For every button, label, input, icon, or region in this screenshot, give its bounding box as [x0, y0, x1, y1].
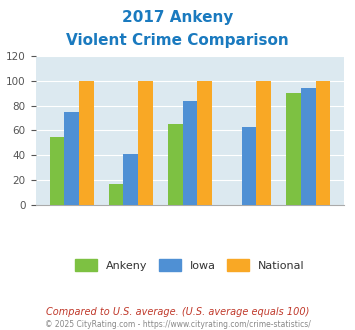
- Text: © 2025 CityRating.com - https://www.cityrating.com/crime-statistics/: © 2025 CityRating.com - https://www.city…: [45, 320, 310, 329]
- Bar: [242, 127, 256, 205]
- Text: 2017 Ankeny: 2017 Ankeny: [122, 10, 233, 25]
- Bar: [79, 81, 94, 205]
- Text: Compared to U.S. average. (U.S. average equals 100): Compared to U.S. average. (U.S. average …: [46, 307, 309, 317]
- Bar: [182, 101, 197, 205]
- Bar: [109, 183, 124, 205]
- Bar: [286, 93, 301, 205]
- Bar: [64, 112, 79, 205]
- Bar: [50, 137, 64, 205]
- Bar: [256, 81, 271, 205]
- Bar: [301, 88, 316, 205]
- Bar: [124, 154, 138, 205]
- Bar: [168, 124, 182, 205]
- Bar: [197, 81, 212, 205]
- Bar: [316, 81, 330, 205]
- Legend: Ankeny, Iowa, National: Ankeny, Iowa, National: [70, 254, 310, 276]
- Bar: [138, 81, 153, 205]
- Text: Violent Crime Comparison: Violent Crime Comparison: [66, 33, 289, 48]
